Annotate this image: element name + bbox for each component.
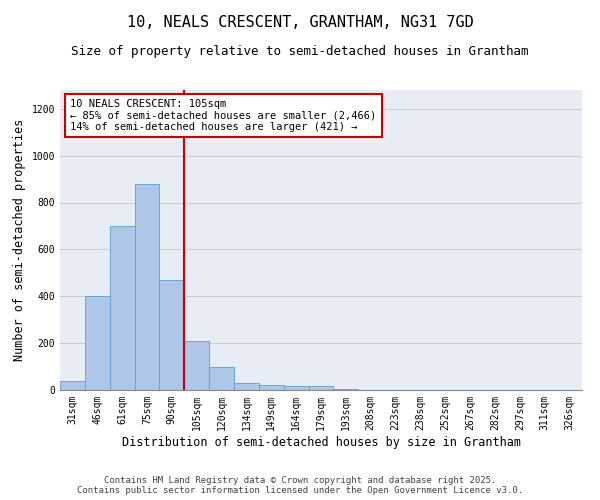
Y-axis label: Number of semi-detached properties: Number of semi-detached properties: [13, 119, 26, 361]
Bar: [60, 380, 85, 390]
Bar: [85, 296, 110, 390]
Text: Contains HM Land Registry data © Crown copyright and database right 2025.
Contai: Contains HM Land Registry data © Crown c…: [77, 476, 523, 495]
Text: 10, NEALS CRESCENT, GRANTHAM, NG31 7GD: 10, NEALS CRESCENT, GRANTHAM, NG31 7GD: [127, 15, 473, 30]
X-axis label: Distribution of semi-detached houses by size in Grantham: Distribution of semi-detached houses by …: [121, 436, 521, 448]
Bar: [334, 389, 358, 390]
Bar: [308, 386, 334, 390]
Bar: [134, 184, 160, 390]
Bar: [209, 366, 234, 390]
Bar: [110, 226, 134, 390]
Bar: [284, 386, 308, 390]
Bar: [259, 386, 284, 390]
Bar: [184, 341, 209, 390]
Bar: [234, 383, 259, 390]
Text: Size of property relative to semi-detached houses in Grantham: Size of property relative to semi-detach…: [71, 45, 529, 58]
Text: 10 NEALS CRESCENT: 105sqm
← 85% of semi-detached houses are smaller (2,466)
14% : 10 NEALS CRESCENT: 105sqm ← 85% of semi-…: [70, 99, 377, 132]
Bar: [160, 280, 184, 390]
